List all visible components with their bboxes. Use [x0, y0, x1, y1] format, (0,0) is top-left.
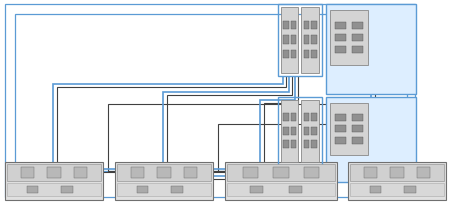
- Bar: [281, 8, 298, 74]
- Bar: [334, 114, 346, 121]
- Bar: [303, 51, 308, 59]
- Bar: [283, 127, 288, 135]
- Bar: [277, 5, 321, 77]
- Bar: [347, 162, 445, 200]
- Bar: [303, 141, 308, 149]
- Bar: [349, 164, 443, 181]
- Bar: [27, 186, 38, 193]
- Bar: [7, 183, 101, 196]
- Bar: [334, 137, 346, 144]
- Bar: [311, 141, 316, 149]
- Bar: [225, 162, 336, 200]
- Bar: [334, 34, 346, 42]
- Bar: [301, 101, 318, 162]
- Bar: [363, 168, 376, 178]
- Bar: [334, 126, 346, 132]
- Bar: [184, 168, 197, 178]
- Bar: [301, 8, 318, 74]
- Bar: [283, 36, 288, 45]
- Bar: [217, 124, 365, 171]
- Bar: [290, 36, 295, 45]
- Bar: [283, 141, 288, 149]
- Bar: [311, 22, 316, 30]
- Bar: [351, 22, 362, 29]
- Bar: [351, 34, 362, 42]
- Bar: [115, 162, 212, 200]
- Bar: [290, 114, 295, 122]
- Bar: [108, 104, 367, 171]
- Bar: [351, 114, 362, 121]
- Bar: [47, 168, 60, 178]
- Bar: [325, 97, 415, 182]
- Bar: [283, 51, 288, 59]
- Bar: [283, 22, 288, 30]
- Bar: [273, 168, 288, 178]
- Bar: [130, 168, 143, 178]
- Bar: [334, 47, 346, 54]
- Bar: [290, 127, 295, 135]
- Bar: [329, 11, 367, 66]
- Bar: [281, 101, 298, 162]
- Bar: [21, 168, 34, 178]
- Bar: [311, 114, 316, 122]
- Bar: [303, 127, 308, 135]
- Bar: [61, 186, 73, 193]
- Bar: [351, 47, 362, 54]
- Bar: [304, 168, 319, 178]
- Bar: [290, 51, 295, 59]
- Bar: [7, 164, 101, 181]
- Bar: [74, 168, 87, 178]
- Bar: [242, 168, 257, 178]
- Bar: [311, 51, 316, 59]
- Bar: [349, 183, 443, 196]
- Bar: [403, 186, 415, 193]
- Bar: [303, 36, 308, 45]
- Bar: [351, 137, 362, 144]
- Bar: [290, 141, 295, 149]
- Bar: [157, 168, 170, 178]
- Bar: [416, 168, 429, 178]
- Bar: [117, 164, 211, 181]
- Bar: [117, 183, 211, 196]
- Bar: [136, 186, 148, 193]
- Bar: [226, 183, 334, 196]
- Bar: [288, 186, 302, 193]
- Bar: [15, 15, 406, 171]
- Bar: [249, 186, 262, 193]
- Bar: [303, 22, 308, 30]
- Bar: [226, 164, 334, 181]
- Bar: [351, 126, 362, 132]
- Bar: [283, 114, 288, 122]
- Bar: [170, 186, 182, 193]
- Bar: [390, 168, 403, 178]
- Bar: [369, 186, 381, 193]
- Bar: [311, 36, 316, 45]
- Bar: [334, 22, 346, 29]
- Bar: [277, 97, 321, 165]
- Bar: [5, 162, 103, 200]
- Bar: [329, 103, 367, 155]
- Bar: [325, 5, 415, 95]
- Bar: [311, 127, 316, 135]
- Bar: [303, 114, 308, 122]
- Bar: [290, 22, 295, 30]
